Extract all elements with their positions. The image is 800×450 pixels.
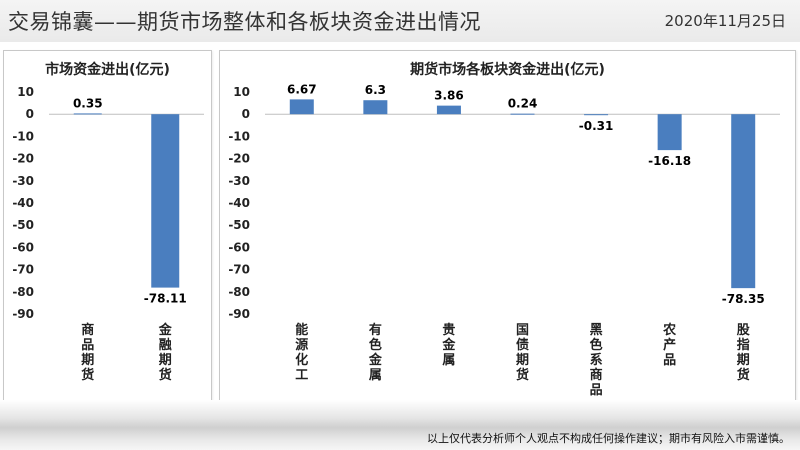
y-tick-label: 10 [17,85,34,99]
y-tick-label: -90 [12,307,34,321]
chart-title-market-flow: 市场资金进出(亿元) [45,62,170,78]
y-tick-label: -80 [12,285,34,299]
category-label: 金融期货 [158,322,173,383]
chart-market-flow: 10 0 -10 -20 -30 -40 -50 -60 -70 -80 -90 0.35 商品期货 -7… [12,85,204,383]
bar [151,114,180,288]
y-tick-label: -60 [12,240,34,254]
category-label: 国债期货 [516,323,529,383]
data-label: 6.67 [287,82,317,96]
chart-title-sector-flow: 期货市场各板块资金进出(亿元) [410,62,605,78]
bar [657,114,682,151]
bar [363,100,388,115]
data-label: -16.18 [648,154,691,168]
y-tick-label: -80 [228,285,250,299]
y-tick-label: -90 [228,307,250,321]
bar [289,99,314,115]
y-tick-label: -60 [228,240,250,254]
footer-ink-band [0,400,800,450]
y-tick-label: -20 [12,152,34,166]
y-tick-label: 0 [242,107,250,121]
bar [510,113,535,115]
category-label: 农产品 [662,322,676,368]
data-label: 0.24 [508,97,538,111]
y-tick-label: 10 [233,85,250,99]
data-label: -78.11 [144,292,187,306]
y-tick-label: -20 [228,152,250,166]
category-label: 能源化工 [295,322,308,383]
bar [584,114,609,116]
header-bar: 交易锦囊——期货市场整体和各板块资金进出情况 2020年11月25日 [0,0,800,42]
y-tick-label: -10 [12,129,34,143]
category-label: 股指期货 [737,323,750,383]
category-label: 有色金属 [368,322,383,383]
y-tick-label: -70 [12,263,34,277]
report-date: 2020年11月25日 [664,12,786,30]
bar [436,105,461,115]
bar [73,113,102,115]
disclaimer-text: 以上仅代表分析师个人观点不构成任何操作建议；期市有风险入市需谨慎。 [427,432,790,445]
y-tick-label: -40 [12,196,34,210]
category-label: 商品期货 [81,322,94,383]
chart-panel-market-flow: 市场资金进出(亿元) 10 0 -10 -20 -30 -40 -50 -60 -70 -80 -9… [3,50,212,402]
data-label: 0.35 [73,96,103,110]
bar [731,114,756,289]
y-tick-label: -30 [12,174,34,188]
page-title: 交易锦囊——期货市场整体和各板块资金进出情况 [8,10,481,34]
chart-sector-flow: 10 0 -10 -20 -30 -40 -50 -60 -70 -80 -90 6.67 能源化工 6.… [228,82,780,398]
data-label: 6.3 [365,83,386,97]
y-tick-label: -40 [228,196,250,210]
data-label: -78.35 [722,292,765,306]
data-label: 3.86 [434,89,464,103]
data-label: -0.31 [579,119,614,133]
y-tick-label: -50 [228,218,250,232]
y-tick-label: -10 [228,129,250,143]
category-label: 黑色系商品 [590,323,603,398]
y-tick-label: -30 [228,174,250,188]
y-tick-label: -70 [228,263,250,277]
category-label: 贵金属 [441,322,456,368]
y-tick-label: -50 [12,218,34,232]
y-tick-label: 0 [26,107,34,121]
chart-panel-sector-flow: 期货市场各板块资金进出(亿元) 10 0 -10 -20 -30 -40 -50 -60 -70… [219,50,796,402]
